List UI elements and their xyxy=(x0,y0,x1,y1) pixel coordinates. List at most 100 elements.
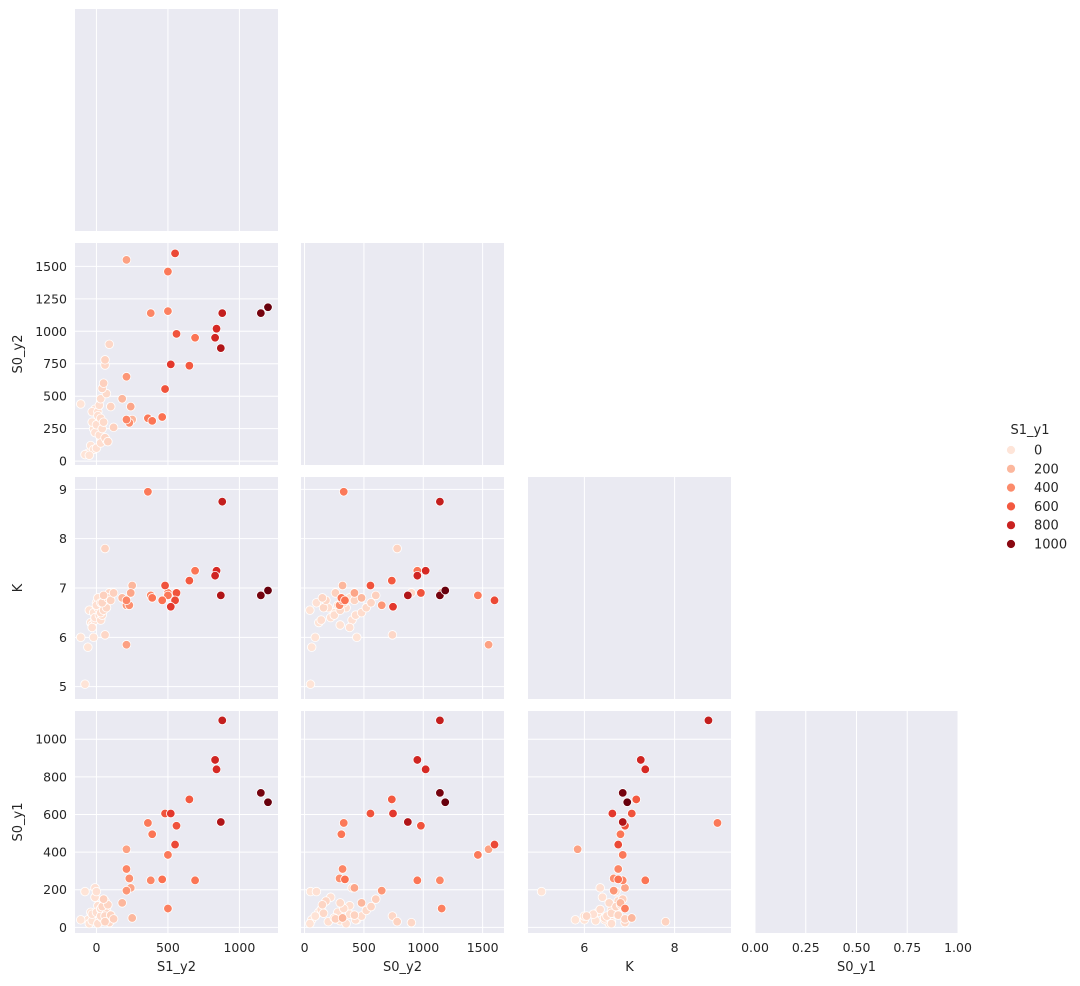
data-point xyxy=(483,640,494,650)
y-tick-label: 200 xyxy=(43,882,67,897)
data-point xyxy=(595,904,605,915)
data-point xyxy=(170,595,180,606)
data-point xyxy=(216,817,226,827)
y-tick-label: 1000 xyxy=(35,324,67,339)
data-point xyxy=(84,450,94,460)
data-point xyxy=(157,412,167,422)
legend-marker xyxy=(1006,501,1016,512)
data-point xyxy=(416,588,426,598)
data-point xyxy=(305,605,315,615)
data-point xyxy=(435,788,445,798)
legend-marker xyxy=(1006,520,1016,531)
data-point xyxy=(536,886,547,897)
data-point xyxy=(100,543,110,554)
data-point xyxy=(87,622,97,633)
x-tick-label: 500 xyxy=(156,940,180,955)
y-tick-label: 750 xyxy=(43,356,67,371)
data-point xyxy=(627,808,637,819)
data-point xyxy=(337,864,348,874)
data-point xyxy=(339,487,349,497)
y-tick-label: 6 xyxy=(59,630,67,645)
data-point xyxy=(121,414,132,425)
data-point xyxy=(609,885,619,896)
data-point xyxy=(171,329,182,339)
data-point xyxy=(473,850,483,860)
data-point xyxy=(256,788,266,798)
data-point xyxy=(146,308,156,318)
data-point xyxy=(317,900,328,910)
data-point xyxy=(606,918,617,929)
y-tick-label: 0 xyxy=(59,454,67,469)
data-point xyxy=(337,913,348,923)
data-point xyxy=(356,593,367,603)
data-point xyxy=(344,622,355,633)
y-tick-label: 400 xyxy=(43,845,67,860)
y-tick-label: 1500 xyxy=(35,259,67,274)
data-point xyxy=(98,894,109,904)
data-point xyxy=(160,580,170,591)
data-point xyxy=(403,590,413,601)
data-point xyxy=(365,808,376,819)
data-point xyxy=(163,306,173,316)
data-point xyxy=(216,590,226,601)
data-point xyxy=(190,333,200,343)
data-point xyxy=(100,355,110,365)
data-point xyxy=(210,333,220,343)
data-point xyxy=(607,808,618,819)
data-point xyxy=(263,585,273,596)
data-point xyxy=(703,715,714,726)
x-tick-label: 0.75 xyxy=(893,940,921,955)
y-tick-label: 5 xyxy=(59,679,67,694)
data-point xyxy=(143,818,153,828)
data-point xyxy=(310,632,320,643)
data-point xyxy=(371,590,381,601)
x-tick-label: 6 xyxy=(580,940,588,955)
panel-background xyxy=(75,243,278,465)
data-point xyxy=(595,883,605,893)
x-tick-label: 0.25 xyxy=(792,940,820,955)
data-point xyxy=(613,839,623,850)
data-point xyxy=(340,874,350,885)
data-point xyxy=(121,844,132,854)
data-point xyxy=(121,595,132,606)
data-point xyxy=(366,901,376,912)
data-point xyxy=(412,875,423,886)
data-point xyxy=(98,378,109,388)
panels: 0 250 500 750 1000 1250 1500 S0_y2 5 6 7 8 9 K 0 200 400… xyxy=(11,9,972,975)
data-point xyxy=(335,898,345,908)
data-point xyxy=(387,630,398,640)
data-point xyxy=(631,794,641,805)
data-point xyxy=(98,590,109,601)
y-tick-label: 800 xyxy=(43,769,67,784)
data-point xyxy=(387,575,397,586)
data-point xyxy=(163,903,173,914)
data-point xyxy=(305,679,316,689)
data-point xyxy=(387,794,397,805)
data-point xyxy=(147,593,157,603)
y-tick-label: 7 xyxy=(59,581,67,596)
data-point xyxy=(126,588,136,598)
data-point xyxy=(76,632,86,643)
data-point xyxy=(660,917,671,927)
x-tick-label: 1000 xyxy=(407,940,439,955)
x-axis-label: S1_y2 xyxy=(157,960,196,975)
panel-S0_y1-vs-S0_y1 xyxy=(754,711,959,933)
y-tick-label: 0 xyxy=(59,920,67,935)
data-point xyxy=(100,630,110,640)
data-point xyxy=(211,764,222,775)
y-tick-label: 1000 xyxy=(35,732,67,747)
x-axis-label: S0_y2 xyxy=(383,960,422,975)
x-axis-label: S0_y1 xyxy=(837,960,876,975)
y-tick-label: 8 xyxy=(59,531,67,546)
data-point xyxy=(108,422,119,433)
data-point xyxy=(211,323,222,334)
data-point xyxy=(184,360,195,371)
data-point xyxy=(310,911,320,921)
data-point xyxy=(712,818,723,828)
data-point xyxy=(388,602,398,612)
legend-marker xyxy=(1006,445,1016,455)
data-point xyxy=(106,401,116,412)
data-point xyxy=(489,595,500,606)
x-tick-label: 0 xyxy=(301,940,309,955)
data-point xyxy=(613,874,623,885)
